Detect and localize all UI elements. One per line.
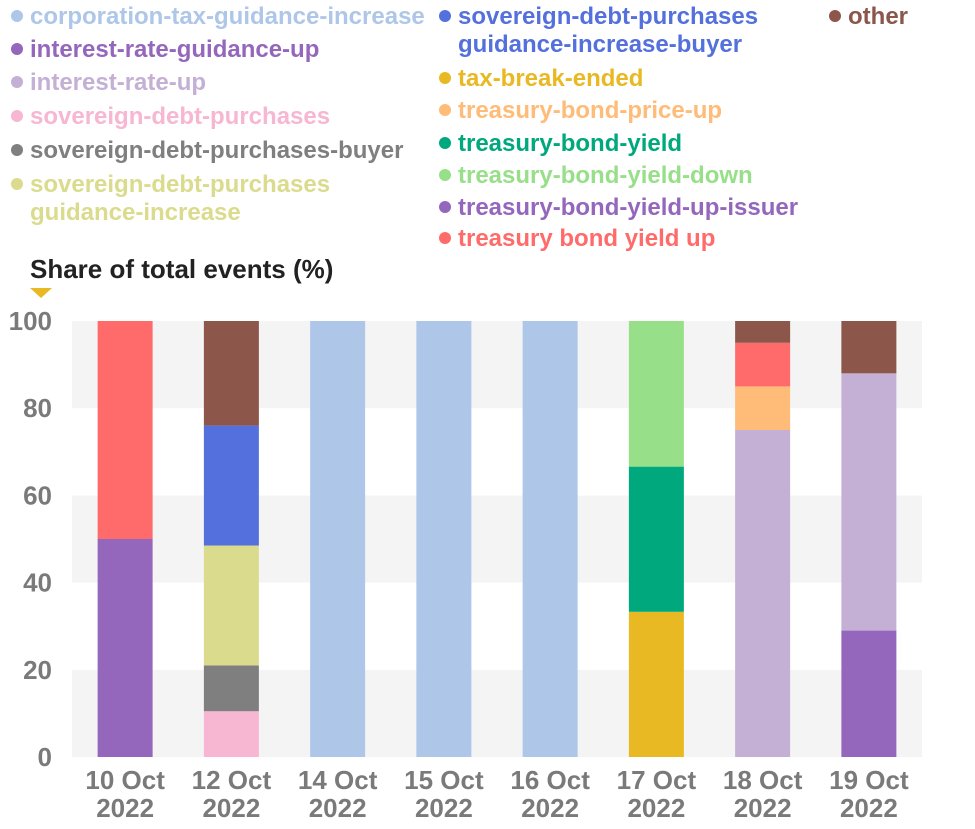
x-tick-label: 12 Oct (192, 765, 272, 795)
x-tick-label: 2022 (840, 793, 898, 823)
bar-segment (203, 321, 259, 426)
x-tick-label: 18 Oct (723, 765, 803, 795)
legend-item: treasury-bond-price-up (439, 97, 722, 124)
legend-label: interest-rate-guidance-up (30, 36, 319, 63)
legend-swatch (439, 72, 451, 84)
legend-label: treasury bond yield up (458, 225, 715, 252)
x-tick-label: 16 Oct (510, 765, 590, 795)
legend-label: guidance-increase (30, 199, 241, 226)
bar-segment (841, 630, 897, 757)
bar-segment (203, 665, 259, 712)
bar-segment (416, 321, 472, 757)
legend-swatch (11, 144, 23, 156)
legend-label: treasury-bond-yield-up-issuer (458, 194, 798, 221)
bar-segment (203, 711, 259, 757)
legend-item: sovereign-debt-purchases (11, 103, 330, 130)
legend-label: interest-rate-up (30, 69, 206, 96)
legend-item: interest-rate-up (11, 69, 206, 96)
bar-segment (841, 373, 897, 631)
y-tick-label: 40 (23, 568, 52, 598)
legend-swatch (439, 169, 451, 181)
x-tick-label: 2022 (96, 793, 154, 823)
bar-segment (97, 321, 153, 539)
bar-segment (522, 321, 578, 757)
bar-segment (841, 321, 897, 374)
x-tick-label: 2022 (415, 793, 473, 823)
grid-band (72, 669, 922, 757)
x-tick-label: 10 Oct (85, 765, 165, 795)
x-tick-label: 2022 (734, 793, 792, 823)
legend-item: treasury-bond-yield-down (439, 162, 753, 189)
bars (97, 321, 897, 757)
legend-item: sovereign-debt-purchasesguidance-increas… (439, 3, 758, 58)
legend-label: corporation-tax-guidance-increase (30, 3, 425, 30)
legend-swatch (11, 43, 23, 55)
bar-segment (735, 386, 791, 430)
y-tick-label: 0 (38, 742, 52, 772)
legend-item: tax-break-ended (439, 65, 643, 92)
x-tick-label: 2022 (309, 793, 367, 823)
y-tick-label: 60 (23, 480, 52, 510)
legend-swatch (439, 201, 451, 213)
bar-segment (203, 425, 259, 546)
bar-segment (97, 539, 153, 757)
y-tick-label: 20 (23, 655, 52, 685)
bar-segment (203, 545, 259, 666)
legend-label: treasury-bond-price-up (458, 97, 722, 124)
bar-segment (628, 611, 684, 757)
legend-label: treasury-bond-yield-down (458, 162, 753, 189)
legend-label: sovereign-debt-purchases (30, 103, 330, 130)
legend-swatch (439, 10, 451, 22)
legend-item: treasury-bond-yield (439, 130, 682, 157)
legend-item: sovereign-debt-purchasesguidance-increas… (11, 171, 330, 226)
bar-segment (735, 321, 791, 343)
legend-swatch (11, 76, 23, 88)
grid-band (72, 321, 922, 409)
legend: corporation-tax-guidance-increase interes… (11, 3, 908, 252)
bar-segment (735, 430, 791, 757)
x-tick-label: 2022 (521, 793, 579, 823)
x-tick-label: 2022 (202, 793, 260, 823)
legend-swatch (11, 10, 23, 22)
x-tick-label: 19 Oct (829, 765, 909, 795)
legend-label: sovereign-debt-purchases (30, 171, 330, 198)
y-tick-label: 100 (9, 306, 52, 336)
legend-swatch (439, 104, 451, 116)
legend-swatch (439, 137, 451, 149)
legend-item: interest-rate-guidance-up (11, 36, 319, 63)
bar-segment (735, 342, 791, 387)
x-tick-label: 15 Oct (404, 765, 484, 795)
legend-label: tax-break-ended (458, 65, 643, 92)
legend-label: guidance-increase-buyer (458, 31, 742, 58)
legend-label: sovereign-debt-purchases (458, 3, 758, 30)
bar-segment (310, 321, 366, 757)
x-tick-label: 14 Oct (298, 765, 378, 795)
legend-item: other (829, 3, 908, 30)
bar-segment (628, 321, 684, 467)
x-tick-label: 17 Oct (617, 765, 697, 795)
legend-item: sovereign-debt-purchases-buyer (11, 137, 403, 164)
legend-swatch (439, 232, 451, 244)
legend-item: treasury-bond-yield-up-issuer (439, 194, 798, 221)
grid-band (72, 408, 922, 496)
legend-label: sovereign-debt-purchases-buyer (30, 137, 403, 164)
legend-item: corporation-tax-guidance-increase (11, 3, 425, 30)
legend-swatch (11, 110, 23, 122)
legend-item: treasury bond yield up (439, 225, 715, 252)
legend-label: other (848, 3, 908, 30)
y-tick-label: 80 (23, 393, 52, 423)
y-axis-label: Share of total events (%) (30, 254, 333, 284)
legend-label: treasury-bond-yield (458, 130, 682, 157)
y-axis-label-marker (30, 288, 52, 298)
legend-swatch (829, 10, 841, 22)
legend-swatch (11, 178, 23, 190)
grid-band (72, 582, 922, 670)
y-axis-ticks: 0 20 40 60 80 100 (9, 306, 52, 772)
grid-bands (72, 321, 922, 757)
bar-segment (628, 466, 684, 612)
grid-band (72, 495, 922, 583)
x-tick-label: 2022 (627, 793, 685, 823)
